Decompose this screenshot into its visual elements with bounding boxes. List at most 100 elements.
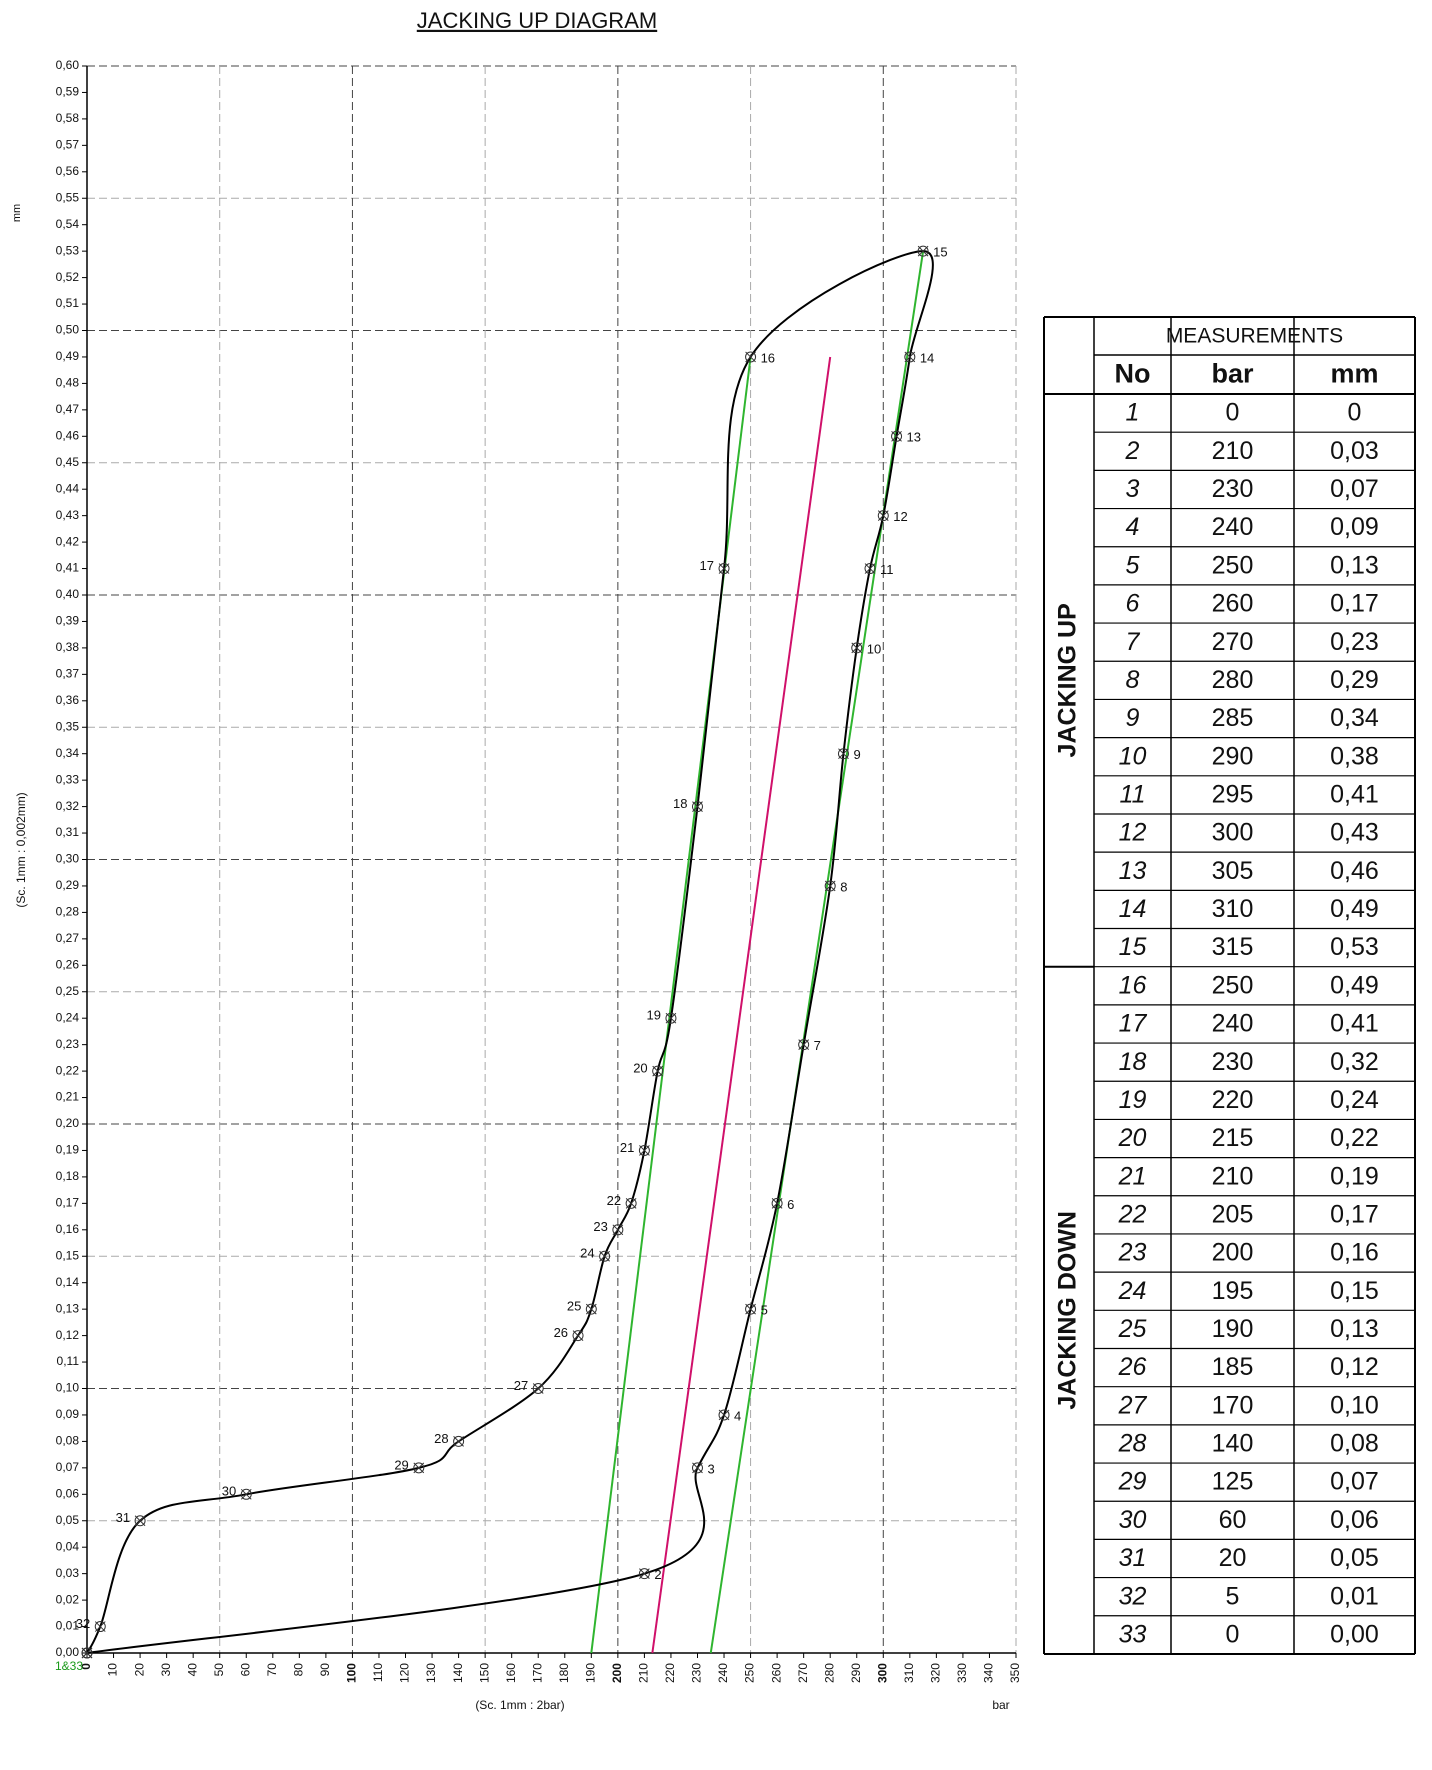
table-cell: 10 (1119, 742, 1147, 770)
table-cell: 0,34 (1330, 704, 1379, 732)
curve (86, 250, 934, 1654)
point-label: 8 (840, 879, 847, 894)
table-cell: 0,05 (1330, 1544, 1379, 1572)
point-marker (599, 1250, 611, 1262)
x-tick-label: 180 (557, 1663, 571, 1683)
y-tick-label: 0,21 (56, 1090, 80, 1104)
marker-cross (877, 510, 889, 522)
marker-cross (771, 1197, 783, 1209)
marker-ring (691, 1462, 703, 1474)
table-cell: 15 (1119, 933, 1147, 961)
table-cell: 315 (1212, 933, 1254, 961)
table-cell: 250 (1212, 971, 1254, 999)
table-cell: 32 (1119, 1582, 1147, 1610)
x-tick-label: 270 (796, 1663, 810, 1683)
marker-ring (453, 1435, 465, 1447)
marker-ring (81, 1647, 93, 1659)
point-marker (572, 1330, 584, 1342)
y-tick-label: 0,19 (56, 1143, 80, 1157)
point-label: 18 (673, 796, 687, 811)
point-label: 29 (394, 1457, 408, 1472)
y-tick-label: 0,00 (56, 1645, 80, 1659)
point-marker (745, 351, 757, 363)
y-tick-label: 0,42 (56, 534, 80, 548)
marker-cross (718, 1409, 730, 1421)
table-cell: 230 (1212, 1048, 1254, 1076)
x-tick-label: 260 (769, 1663, 783, 1683)
table-cell: 215 (1212, 1124, 1254, 1152)
point-marker (917, 245, 929, 257)
table-cell: 18 (1119, 1048, 1147, 1076)
table-cell: 19 (1119, 1086, 1147, 1114)
y-tick-label: 0,23 (56, 1037, 80, 1051)
marker-cross (585, 1303, 597, 1315)
point-label: 24 (580, 1246, 594, 1261)
table-cell: 0,19 (1330, 1162, 1379, 1190)
y-tick-label: 0,55 (56, 190, 80, 204)
table-cell: 310 (1212, 895, 1254, 923)
marker-ring (691, 801, 703, 813)
point-label: 3 (707, 1461, 714, 1476)
table-cell: 0,17 (1330, 590, 1379, 618)
point-marker (771, 1197, 783, 1209)
table-cell: 7 (1126, 628, 1141, 656)
point-marker (891, 430, 903, 442)
table-cell: 0,01 (1330, 1582, 1379, 1610)
marker-cross (453, 1436, 464, 1447)
y-tick-label: 0,13 (56, 1301, 80, 1315)
marker-cross (240, 1488, 252, 1500)
table-header: No (1115, 359, 1151, 389)
y-tick-label: 0,48 (56, 376, 80, 390)
x-tick-label: 110 (371, 1663, 385, 1682)
table-cell: 210 (1212, 437, 1254, 465)
table-cell: 9 (1126, 704, 1140, 732)
y-tick-label: 0,35 (56, 719, 80, 733)
marker-cross (904, 351, 916, 363)
x-tick-label: 290 (849, 1663, 863, 1683)
table-cell: 0 (1226, 399, 1240, 427)
marker-cross (864, 563, 876, 574)
point-label: 30 (222, 1484, 236, 1499)
table-cell: 28 (1118, 1430, 1147, 1458)
table-cell: 3 (1126, 475, 1140, 503)
marker-ring (612, 1224, 624, 1236)
marker-cross (692, 1462, 703, 1474)
point-label: 22 (607, 1193, 621, 1208)
point-marker (691, 801, 703, 813)
point-label: 28 (434, 1431, 448, 1446)
table-cell: 0,15 (1330, 1277, 1379, 1305)
marker-ring (652, 1065, 664, 1077)
y-tick-label: 0,60 (56, 58, 80, 72)
marker-cross (891, 430, 902, 442)
table-cell: 0,32 (1330, 1048, 1379, 1076)
table-cell: 0,00 (1330, 1620, 1379, 1648)
x-unit: bar (992, 1698, 1009, 1712)
marker-cross (838, 748, 849, 760)
point-marker (453, 1435, 465, 1447)
point-marker (877, 510, 889, 522)
point-marker (94, 1621, 106, 1633)
point-marker (745, 1303, 757, 1315)
y-tick-label: 0,30 (56, 852, 80, 866)
marker-ring (134, 1515, 146, 1527)
table-cell: 0,22 (1330, 1124, 1379, 1152)
x-tick-label: 200 (610, 1663, 624, 1683)
point-label: 6 (787, 1197, 794, 1212)
point-marker (691, 1462, 703, 1474)
marker-ring (745, 1303, 757, 1315)
table-cell: 270 (1212, 628, 1254, 656)
marker-ring (864, 563, 876, 575)
table-cell: 33 (1119, 1620, 1147, 1648)
group-label: JACKING DOWN (1054, 1211, 1082, 1410)
table-cell: 0,53 (1330, 933, 1379, 961)
table-cell: 0,38 (1330, 742, 1379, 770)
x-tick-label: 250 (743, 1663, 757, 1683)
point-marker (413, 1462, 425, 1474)
y-tick-label: 0,52 (56, 270, 80, 284)
y-tick-label: 0,01 (56, 1619, 80, 1633)
table-cell: 0,29 (1330, 666, 1379, 694)
x-tick-label: 20 (132, 1663, 146, 1677)
y-tick-label: 0,36 (56, 693, 80, 707)
y-tick-label: 0,03 (56, 1566, 80, 1580)
